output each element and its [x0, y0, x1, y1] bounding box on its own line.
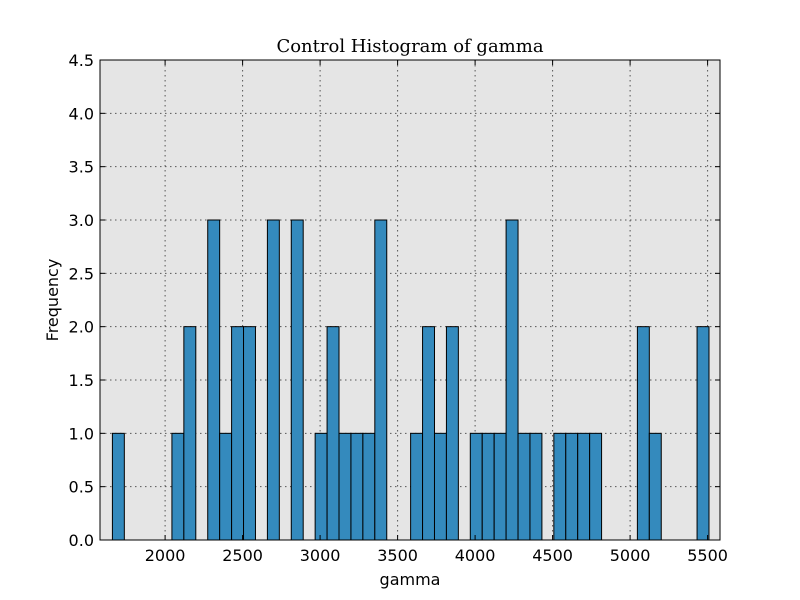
histogram-bar [219, 432, 233, 541]
bars [111, 219, 710, 541]
histogram-bar [111, 432, 125, 541]
x-tick-label: 5500 [687, 546, 728, 565]
histogram-bar [433, 432, 447, 541]
histogram-bar [517, 432, 531, 541]
x-tick-label: 2000 [145, 546, 186, 565]
histogram-bar [422, 326, 435, 541]
y-tick-label: 2.5 [69, 264, 94, 283]
y-tick-label: 0.0 [69, 531, 94, 550]
histogram-bar [350, 432, 364, 541]
y-tick-label: 1.0 [69, 424, 94, 443]
x-tick-label: 5000 [610, 546, 651, 565]
plot-frame [99, 59, 721, 541]
plot-area [100, 60, 720, 540]
histogram-bar [183, 326, 197, 541]
histogram-bar [314, 432, 328, 541]
y-axis-label: Frequency [43, 259, 62, 342]
histogram-bar [565, 432, 579, 541]
histogram-bar [445, 326, 459, 541]
x-tick-label: 4000 [455, 546, 496, 565]
histogram-bar [338, 432, 352, 541]
histogram-bar [529, 432, 543, 541]
y-tick-label: 2.0 [69, 318, 94, 337]
histogram-bar [553, 432, 567, 541]
histogram-bar [374, 219, 388, 541]
histogram-bar [481, 432, 495, 541]
y-tick-label: 3.5 [69, 158, 94, 177]
y-tick-label: 1.5 [69, 371, 94, 390]
histogram-bar [505, 219, 519, 541]
histogram-bar [171, 432, 185, 541]
histogram-bar [469, 432, 483, 541]
histogram-bar [636, 326, 650, 541]
histogram-bar [231, 326, 245, 541]
histogram-bar [326, 326, 340, 541]
histogram-bar [493, 432, 507, 541]
x-tick-label: 3000 [300, 546, 341, 565]
y-tick-label: 0.5 [69, 478, 94, 497]
x-tick-label: 2500 [222, 546, 263, 565]
histogram-bar [577, 432, 591, 541]
histogram-bar [410, 432, 424, 541]
chart-title: Control Histogram of gamma [276, 36, 543, 57]
y-tick-label: 4.5 [69, 51, 94, 70]
histogram-bar [243, 326, 256, 541]
x-axis-label: gamma [380, 570, 441, 589]
x-tick-label: 4500 [532, 546, 573, 565]
y-tick-label: 4.0 [69, 104, 94, 123]
histogram-bar [589, 432, 603, 541]
histogram-bar [266, 219, 280, 541]
histogram-bar [290, 219, 304, 541]
histogram-bar [362, 432, 376, 541]
x-tick-label: 3500 [377, 546, 418, 565]
y-tick-label: 3.0 [69, 211, 94, 230]
ticks: 2000 2500 3000 3500 4000 4500 5000 5500 0.0 0.5 1.… [69, 51, 728, 565]
histogram-bar [696, 326, 710, 541]
histogram-bar [648, 432, 662, 541]
histogram-bar [207, 219, 221, 541]
